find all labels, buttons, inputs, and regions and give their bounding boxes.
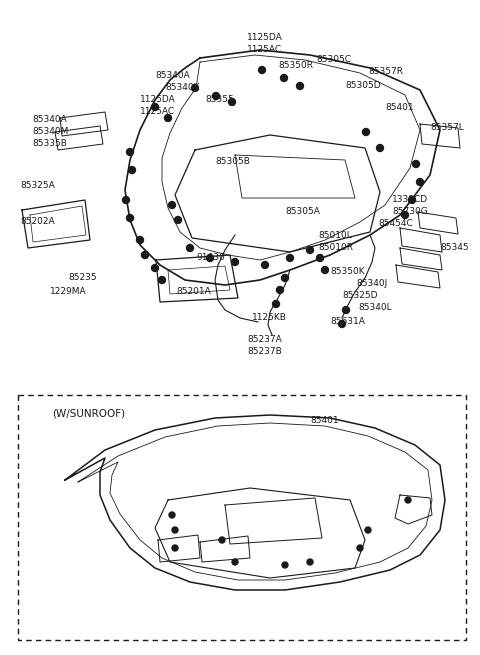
Circle shape bbox=[401, 212, 408, 219]
Circle shape bbox=[192, 84, 199, 92]
Text: 85340K: 85340K bbox=[165, 83, 200, 92]
Text: 85305A: 85305A bbox=[285, 208, 320, 217]
Text: 85357L: 85357L bbox=[430, 124, 464, 132]
Text: 91630: 91630 bbox=[196, 253, 225, 263]
Text: 85237A: 85237A bbox=[248, 335, 282, 345]
Circle shape bbox=[228, 98, 236, 105]
Circle shape bbox=[316, 255, 324, 261]
Text: 85357R: 85357R bbox=[368, 67, 403, 77]
Circle shape bbox=[172, 545, 178, 551]
Text: 85401: 85401 bbox=[385, 102, 414, 111]
Circle shape bbox=[282, 562, 288, 568]
Circle shape bbox=[187, 244, 193, 252]
Bar bbox=[18, 395, 466, 640]
Text: 85201A: 85201A bbox=[176, 288, 211, 297]
Circle shape bbox=[152, 265, 158, 272]
Text: 85340L: 85340L bbox=[358, 303, 392, 312]
Circle shape bbox=[172, 527, 178, 533]
Text: 85305B: 85305B bbox=[215, 157, 250, 166]
Circle shape bbox=[276, 286, 284, 293]
Text: 85325A: 85325A bbox=[20, 181, 55, 191]
Text: 1125AC: 1125AC bbox=[140, 107, 175, 117]
Text: 85325D: 85325D bbox=[342, 291, 377, 301]
Circle shape bbox=[280, 75, 288, 81]
Circle shape bbox=[262, 261, 268, 269]
Circle shape bbox=[152, 103, 158, 111]
Circle shape bbox=[273, 301, 279, 307]
Text: 85340M: 85340M bbox=[32, 128, 68, 136]
Text: 85355: 85355 bbox=[205, 96, 234, 105]
Text: 85202A: 85202A bbox=[20, 217, 55, 227]
Text: 85237B: 85237B bbox=[248, 348, 282, 356]
Circle shape bbox=[213, 92, 219, 100]
Circle shape bbox=[343, 307, 349, 314]
Circle shape bbox=[232, 559, 238, 565]
Circle shape bbox=[259, 67, 265, 73]
Circle shape bbox=[165, 115, 171, 121]
Circle shape bbox=[376, 145, 384, 151]
Text: 85345: 85345 bbox=[440, 244, 468, 252]
Circle shape bbox=[297, 83, 303, 90]
Text: 1125AC: 1125AC bbox=[247, 45, 283, 54]
Text: 85340A: 85340A bbox=[32, 115, 67, 124]
Text: 85350K: 85350K bbox=[330, 267, 365, 276]
Text: (W/SUNROOF): (W/SUNROOF) bbox=[52, 408, 125, 418]
Text: 85340A: 85340A bbox=[155, 71, 190, 79]
Circle shape bbox=[122, 196, 130, 204]
Circle shape bbox=[338, 320, 346, 328]
Circle shape bbox=[412, 160, 420, 168]
Text: 85305D: 85305D bbox=[345, 81, 381, 90]
Circle shape bbox=[405, 497, 411, 503]
Text: 85401: 85401 bbox=[310, 416, 338, 425]
Circle shape bbox=[357, 545, 363, 551]
Text: 1339CD: 1339CD bbox=[392, 195, 428, 204]
Circle shape bbox=[322, 267, 328, 274]
Text: 85454C: 85454C bbox=[378, 219, 413, 229]
Text: 1125DA: 1125DA bbox=[140, 96, 176, 105]
Circle shape bbox=[142, 252, 148, 259]
Circle shape bbox=[287, 255, 293, 261]
Circle shape bbox=[365, 527, 371, 533]
Circle shape bbox=[129, 166, 135, 174]
Circle shape bbox=[417, 179, 423, 185]
Circle shape bbox=[408, 196, 416, 204]
Text: 85305C: 85305C bbox=[316, 56, 351, 64]
Text: 1125KB: 1125KB bbox=[252, 314, 287, 322]
Text: 85730G: 85730G bbox=[392, 208, 428, 217]
Circle shape bbox=[206, 255, 214, 261]
Circle shape bbox=[281, 274, 288, 282]
Circle shape bbox=[231, 259, 239, 265]
Circle shape bbox=[362, 128, 370, 136]
Circle shape bbox=[307, 559, 313, 565]
Circle shape bbox=[219, 537, 225, 543]
Text: 85335B: 85335B bbox=[32, 140, 67, 149]
Text: 1125DA: 1125DA bbox=[247, 33, 283, 43]
Circle shape bbox=[168, 202, 176, 208]
Circle shape bbox=[127, 149, 133, 155]
Text: 85350R: 85350R bbox=[278, 62, 313, 71]
Text: 85010L: 85010L bbox=[318, 231, 352, 240]
Circle shape bbox=[175, 217, 181, 223]
Circle shape bbox=[136, 236, 144, 244]
Circle shape bbox=[169, 512, 175, 518]
Text: 1229MA: 1229MA bbox=[50, 288, 86, 297]
Text: 85235: 85235 bbox=[68, 274, 96, 282]
Text: 85631A: 85631A bbox=[330, 318, 365, 326]
Text: 85340J: 85340J bbox=[356, 280, 387, 288]
Circle shape bbox=[307, 246, 313, 253]
Circle shape bbox=[158, 276, 166, 284]
Text: 85010R: 85010R bbox=[318, 244, 353, 252]
Circle shape bbox=[127, 214, 133, 221]
